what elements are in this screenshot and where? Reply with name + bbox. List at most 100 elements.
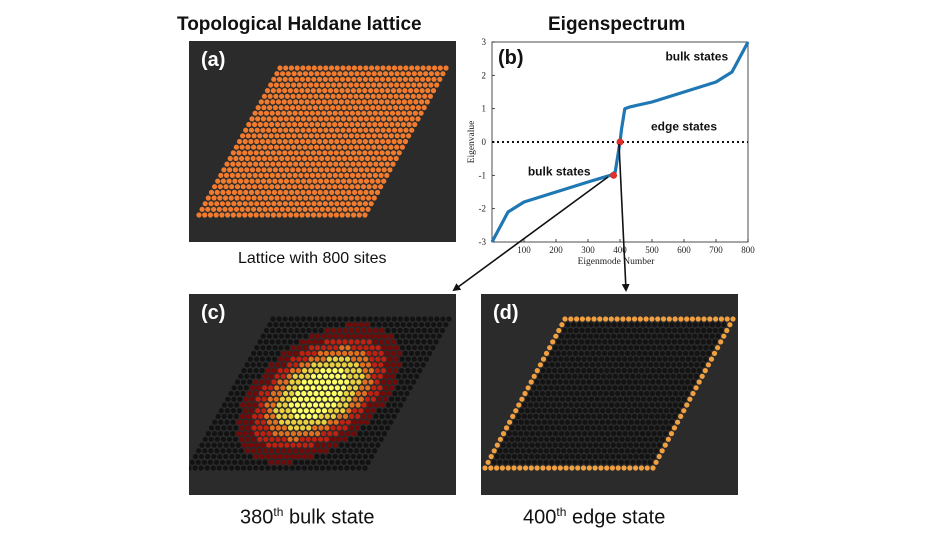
lattice-site	[387, 345, 393, 351]
lattice-site	[283, 379, 289, 385]
lattice-site	[602, 425, 608, 431]
lattice-site	[341, 448, 347, 454]
lattice-site	[308, 144, 314, 150]
lattice-site	[264, 99, 270, 105]
lattice-site	[249, 116, 255, 122]
lattice-site	[674, 345, 680, 351]
lattice-site	[351, 333, 357, 339]
lattice-site	[289, 390, 295, 397]
lattice-site	[257, 339, 263, 345]
lattice-site	[377, 71, 383, 77]
lattice-site	[385, 138, 391, 145]
lattice-site	[287, 150, 294, 156]
lattice-site	[654, 327, 660, 334]
lattice-site	[558, 345, 564, 351]
lattice-site	[540, 379, 546, 385]
lattice-site	[334, 65, 340, 71]
lattice-site	[226, 178, 232, 184]
lattice-site	[503, 448, 509, 454]
lattice-site	[529, 453, 535, 460]
lattice-site	[655, 316, 661, 322]
lattice-site	[259, 150, 265, 156]
lattice-site	[599, 345, 605, 351]
lattice-site	[512, 431, 518, 437]
lattice-site	[427, 327, 433, 334]
lattice-site	[547, 408, 554, 414]
lattice-site	[248, 419, 254, 425]
lattice-site	[277, 465, 283, 471]
lattice-site	[260, 178, 267, 184]
lattice-site	[317, 138, 323, 145]
lattice-site	[548, 385, 554, 391]
lattice-site	[302, 206, 308, 212]
lattice-site	[349, 413, 355, 419]
lattice-site	[313, 144, 320, 150]
lattice-site	[627, 442, 634, 448]
lattice-site	[594, 408, 600, 414]
lattice-site	[536, 419, 542, 425]
lattice-site	[414, 350, 421, 356]
lattice-site	[257, 425, 263, 431]
lattice-site	[342, 350, 348, 356]
lattice-site	[338, 356, 344, 362]
lattice-site	[268, 373, 274, 379]
lattice-site	[263, 339, 269, 345]
lattice-site	[329, 127, 335, 133]
lattice-site	[338, 453, 344, 460]
lattice-site	[276, 402, 282, 408]
lattice-site	[364, 167, 370, 173]
lattice-site	[643, 316, 649, 322]
lattice-site	[405, 356, 411, 362]
lattice-site	[358, 322, 364, 328]
lattice-site	[630, 459, 636, 465]
lattice-site	[585, 425, 591, 431]
lattice-site	[314, 453, 320, 460]
lattice-site	[362, 201, 369, 207]
lattice-site	[299, 448, 305, 454]
lattice-site	[506, 431, 512, 437]
lattice-site	[408, 373, 414, 379]
lattice-site	[280, 459, 286, 465]
lattice-site	[272, 178, 278, 184]
lattice-site	[586, 465, 592, 471]
lattice-site	[437, 76, 443, 82]
lattice-site	[330, 167, 336, 173]
lattice-site	[598, 379, 604, 385]
lattice-site	[431, 322, 437, 328]
lattice-site	[558, 442, 564, 448]
lattice-site	[594, 322, 600, 328]
lattice-site	[218, 172, 224, 178]
lattice-site	[388, 133, 394, 139]
lattice-site	[286, 121, 292, 128]
lattice-site	[399, 356, 405, 362]
lattice-site	[370, 408, 376, 414]
lattice-site	[323, 459, 329, 465]
lattice-site	[333, 431, 339, 437]
lattice-site	[328, 76, 334, 82]
lattice-site	[265, 138, 271, 145]
lattice-site	[333, 150, 339, 156]
lattice-site	[339, 431, 345, 437]
lattice-site	[693, 373, 699, 379]
lattice-site	[352, 189, 358, 195]
lattice-site	[657, 419, 663, 425]
lattice-site	[256, 155, 262, 162]
lattice-site	[302, 431, 309, 437]
lattice-site	[395, 121, 401, 128]
lattice-site	[354, 206, 360, 212]
lattice-site	[564, 442, 570, 448]
lattice-site	[241, 172, 247, 178]
lattice-site	[650, 465, 656, 471]
lattice-site	[365, 385, 371, 391]
lattice-site	[354, 144, 360, 150]
lattice-site	[318, 105, 324, 111]
lattice-site	[332, 356, 338, 362]
lattice-site	[388, 419, 394, 425]
lattice-site	[706, 339, 712, 345]
lattice-site	[409, 127, 415, 133]
lattice-site	[511, 465, 517, 471]
lattice-site	[351, 356, 357, 362]
lattice-site	[222, 465, 228, 471]
lattice-site	[624, 373, 630, 379]
lattice-site	[568, 402, 574, 408]
